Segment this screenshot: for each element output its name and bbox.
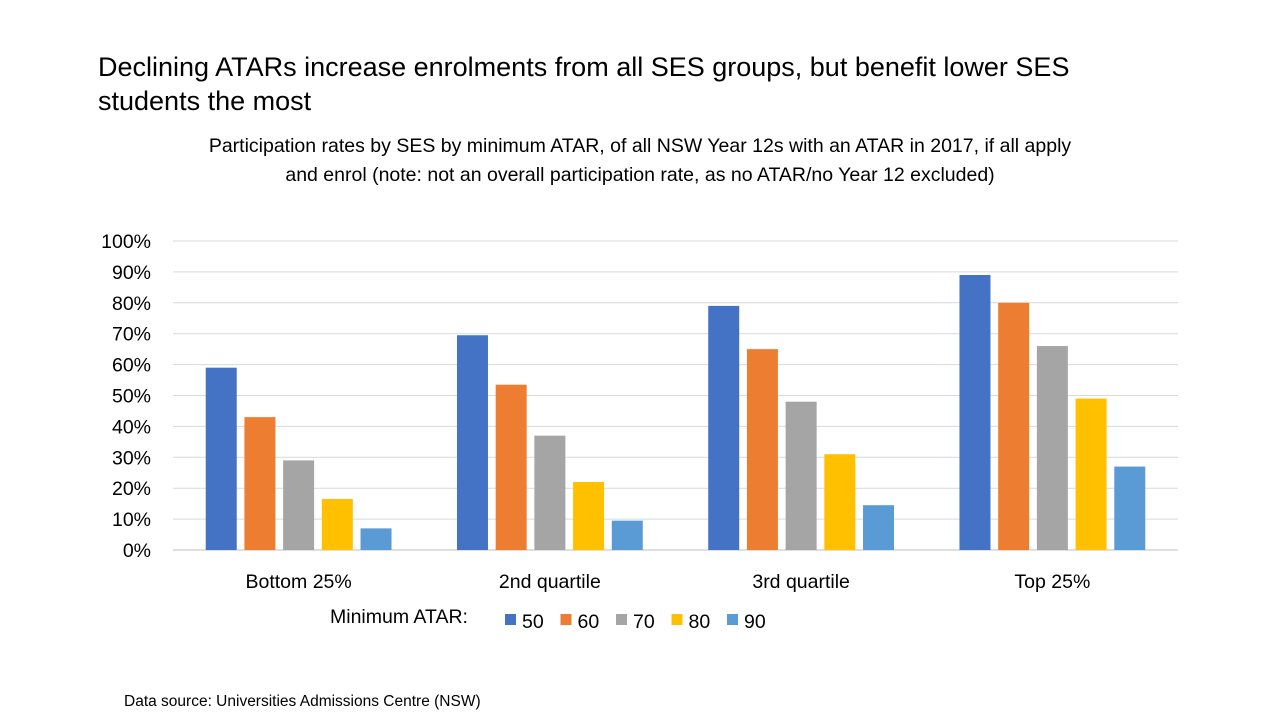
legend-swatch-70 [616, 614, 627, 625]
legend-swatch-80 [671, 614, 683, 625]
y-tick-label: 50% [112, 386, 151, 408]
bar-70-0 [283, 460, 315, 550]
bar-80-2 [824, 454, 856, 550]
bar-60-3 [998, 302, 1030, 550]
y-tick-label: 20% [112, 478, 151, 500]
legend-swatch-50 [505, 614, 516, 625]
legend-label-50: 50 [522, 611, 544, 633]
bar-60-0 [244, 417, 276, 550]
bar-70-1 [534, 435, 566, 550]
bar-60-2 [746, 349, 778, 550]
bar-70-2 [785, 401, 817, 550]
bar-80-0 [321, 499, 353, 550]
bar-50-2 [708, 305, 740, 550]
bar-50-0 [205, 367, 237, 550]
data-source: Data source: Universities Admissions Cen… [124, 693, 481, 710]
x-tick-label: 2nd quartile [499, 571, 601, 593]
bar-90-3 [1114, 466, 1146, 550]
y-tick-label: 100% [101, 231, 151, 253]
slide-title: Declining ATARs increase enrolments from… [98, 52, 1070, 116]
legend-label-90: 90 [744, 611, 766, 633]
legend-swatch-60 [560, 614, 572, 625]
y-tick-label: 90% [112, 262, 151, 284]
y-tick-label: 60% [112, 355, 151, 377]
chart-title: Participation rates by SES by minimum AT… [208, 135, 1072, 186]
bar-70-3 [1036, 346, 1068, 550]
x-tick-label: Bottom 25% [246, 571, 352, 593]
legend-label-80: 80 [689, 611, 711, 633]
bar-80-3 [1075, 398, 1107, 550]
legend-title: Minimum ATAR: [330, 606, 468, 628]
y-tick-label: 40% [112, 416, 151, 438]
x-tick-label: Top 25% [1014, 571, 1090, 593]
bar-50-3 [959, 274, 991, 550]
legend-label-60: 60 [578, 611, 600, 633]
bar-90-1 [611, 520, 643, 550]
legend-swatch-90 [727, 614, 738, 625]
y-tick-label: 80% [112, 293, 151, 315]
bar-50-1 [456, 335, 488, 550]
y-tick-label: 30% [112, 447, 151, 469]
y-tick-label: 0% [123, 540, 151, 562]
bar-90-2 [863, 505, 895, 550]
x-tick-label: 3rd quartile [752, 571, 850, 593]
bar-60-1 [495, 384, 527, 550]
y-tick-label: 70% [112, 324, 151, 346]
y-tick-label: 10% [112, 509, 151, 531]
bar-90-0 [360, 528, 392, 550]
legend-label-70: 70 [633, 611, 655, 633]
bar-80-1 [573, 482, 605, 550]
